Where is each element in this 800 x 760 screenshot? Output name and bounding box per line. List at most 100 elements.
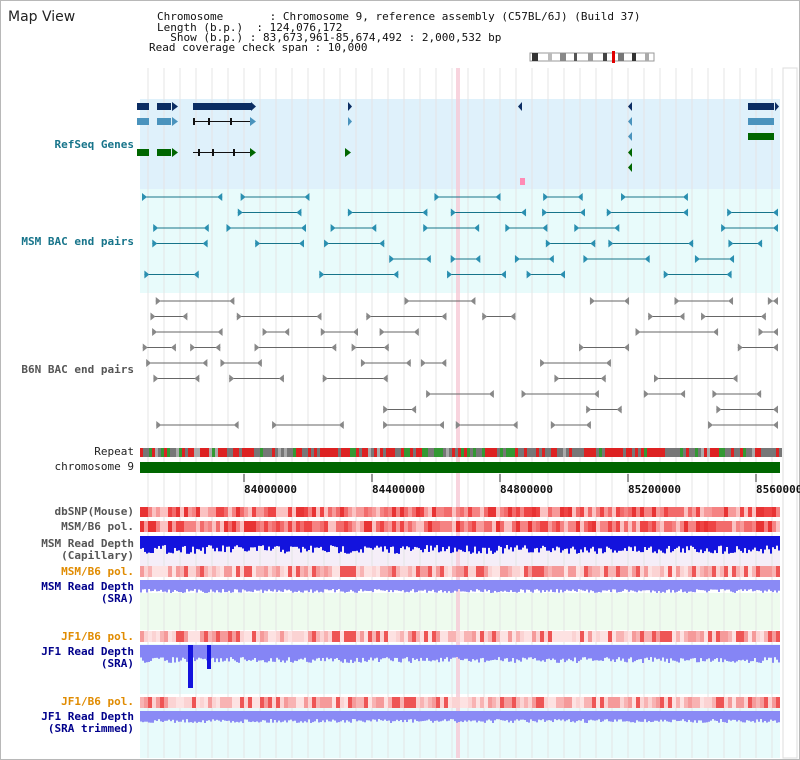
repeat-track[interactable] <box>140 448 782 457</box>
bac-end-marker <box>540 359 546 367</box>
depth-bar <box>344 711 346 723</box>
depth-bar <box>530 580 532 592</box>
heat-cell <box>696 521 700 532</box>
heat-cell <box>224 521 228 532</box>
track-label-b6n-bac[interactable]: B6N BAC end pairs <box>21 363 134 376</box>
depth-bar <box>370 536 372 549</box>
track-label-msm-depth-cap-1[interactable]: MSM Read Depth <box>41 537 134 550</box>
depth-bar <box>202 711 204 721</box>
msm-depth-sra-bars[interactable] <box>140 580 780 593</box>
track-label-msm-pol[interactable]: MSM/B6 pol. <box>61 520 134 533</box>
depth-bar <box>406 580 408 592</box>
heat-cell <box>692 697 696 708</box>
msm-pol-heat-strip[interactable] <box>140 521 780 532</box>
heat-cell <box>516 631 520 642</box>
jf1-depth-trimmed-bars[interactable] <box>140 711 780 723</box>
depth-bar <box>398 645 400 662</box>
depth-bar <box>432 645 434 661</box>
depth-bar <box>772 536 774 548</box>
heat-cell <box>292 507 296 517</box>
depth-bar <box>288 645 290 658</box>
track-label-jf1-pol[interactable]: JF1/B6 pol. <box>61 630 134 643</box>
chromosome-ideogram[interactable] <box>529 51 655 63</box>
right-scroll-edge[interactable] <box>782 67 798 759</box>
vertical-grid <box>147 68 773 758</box>
heat-cell <box>632 521 636 532</box>
depth-bar <box>630 536 632 548</box>
b6n-bac-end-pairs[interactable] <box>142 297 778 429</box>
depth-bar <box>348 580 350 592</box>
depth-bar <box>400 536 402 549</box>
msm-depth-capillary-bars[interactable] <box>140 536 780 554</box>
bac-end-marker <box>589 297 595 305</box>
heat-cell <box>300 521 304 532</box>
depth-bar <box>566 536 568 549</box>
bac-end-marker <box>579 343 585 352</box>
track-label-jf1-depth-sra-1[interactable]: JF1 Read Depth <box>41 645 134 658</box>
repeat-block <box>236 448 239 457</box>
depth-bar <box>248 536 250 551</box>
chromosome-bar[interactable] <box>140 462 780 473</box>
repeat-block <box>461 448 464 457</box>
heat-cell <box>500 521 504 532</box>
heat-cell <box>608 507 612 517</box>
heat-cell <box>540 507 544 517</box>
track-label-jf1-depth-trim-1[interactable]: JF1 Read Depth <box>41 710 134 723</box>
track-label-msm-pol2[interactable]: MSM/B6 pol. <box>61 565 134 578</box>
depth-bar <box>190 536 192 553</box>
depth-bar <box>506 536 508 546</box>
heat-cell <box>388 631 392 642</box>
repeat-block <box>281 448 284 457</box>
heat-cell <box>216 521 220 532</box>
heat-cell <box>456 631 460 642</box>
bac-end-marker <box>438 421 444 429</box>
depth-bar <box>770 645 772 658</box>
repeat-block <box>548 448 551 457</box>
heat-cell <box>188 697 192 708</box>
depth-bar <box>594 536 596 552</box>
jf1-depth-sra-bars[interactable] <box>140 645 780 688</box>
repeat-block <box>245 448 248 457</box>
heat-cell <box>192 631 196 642</box>
track-label-msm-bac[interactable]: MSM BAC end pairs <box>21 235 134 248</box>
heat-cell <box>600 521 604 532</box>
track-label-dbsnp[interactable]: dbSNP(Mouse) <box>54 505 134 518</box>
depth-bar <box>240 645 242 658</box>
repeat-block <box>608 448 611 457</box>
jf1-pol2-heat-strip[interactable] <box>140 697 780 708</box>
heat-cell <box>468 521 472 532</box>
msm-pol2-heat-strip[interactable] <box>140 566 780 577</box>
bac-end-marker <box>708 421 714 429</box>
jf1-pol-heat-strip[interactable] <box>140 631 780 642</box>
depth-bar <box>422 580 424 591</box>
depth-bar <box>430 645 432 662</box>
dbsnp-heat-strip[interactable] <box>140 507 780 517</box>
refseq-genes[interactable] <box>137 102 779 185</box>
heat-cell <box>152 631 156 642</box>
heat-cell <box>224 566 228 577</box>
msm-bac-end-pairs[interactable] <box>142 193 778 279</box>
heat-cell <box>476 566 480 577</box>
depth-bar <box>330 580 332 591</box>
depth-bar <box>234 645 236 661</box>
depth-bar <box>500 580 502 592</box>
heat-cell <box>660 521 664 532</box>
heat-cell <box>380 697 384 708</box>
depth-bar <box>312 536 314 553</box>
depth-bar <box>718 645 720 662</box>
depth-bar <box>304 645 306 658</box>
repeat-block <box>317 448 320 457</box>
track-label-msm-depth-sra-1[interactable]: MSM Read Depth <box>41 580 134 593</box>
repeat-block <box>512 448 515 457</box>
depth-bar <box>320 536 322 547</box>
track-label-refseq[interactable]: RefSeq Genes <box>54 138 134 151</box>
depth-bar <box>344 580 346 593</box>
heat-cell <box>560 507 564 517</box>
depth-bar <box>504 580 506 591</box>
depth-bar <box>190 711 192 723</box>
repeat-block <box>662 448 665 457</box>
depth-bar <box>648 580 650 591</box>
track-label-jf1-pol2[interactable]: JF1/B6 pol. <box>61 695 134 708</box>
repeat-block <box>689 448 692 457</box>
